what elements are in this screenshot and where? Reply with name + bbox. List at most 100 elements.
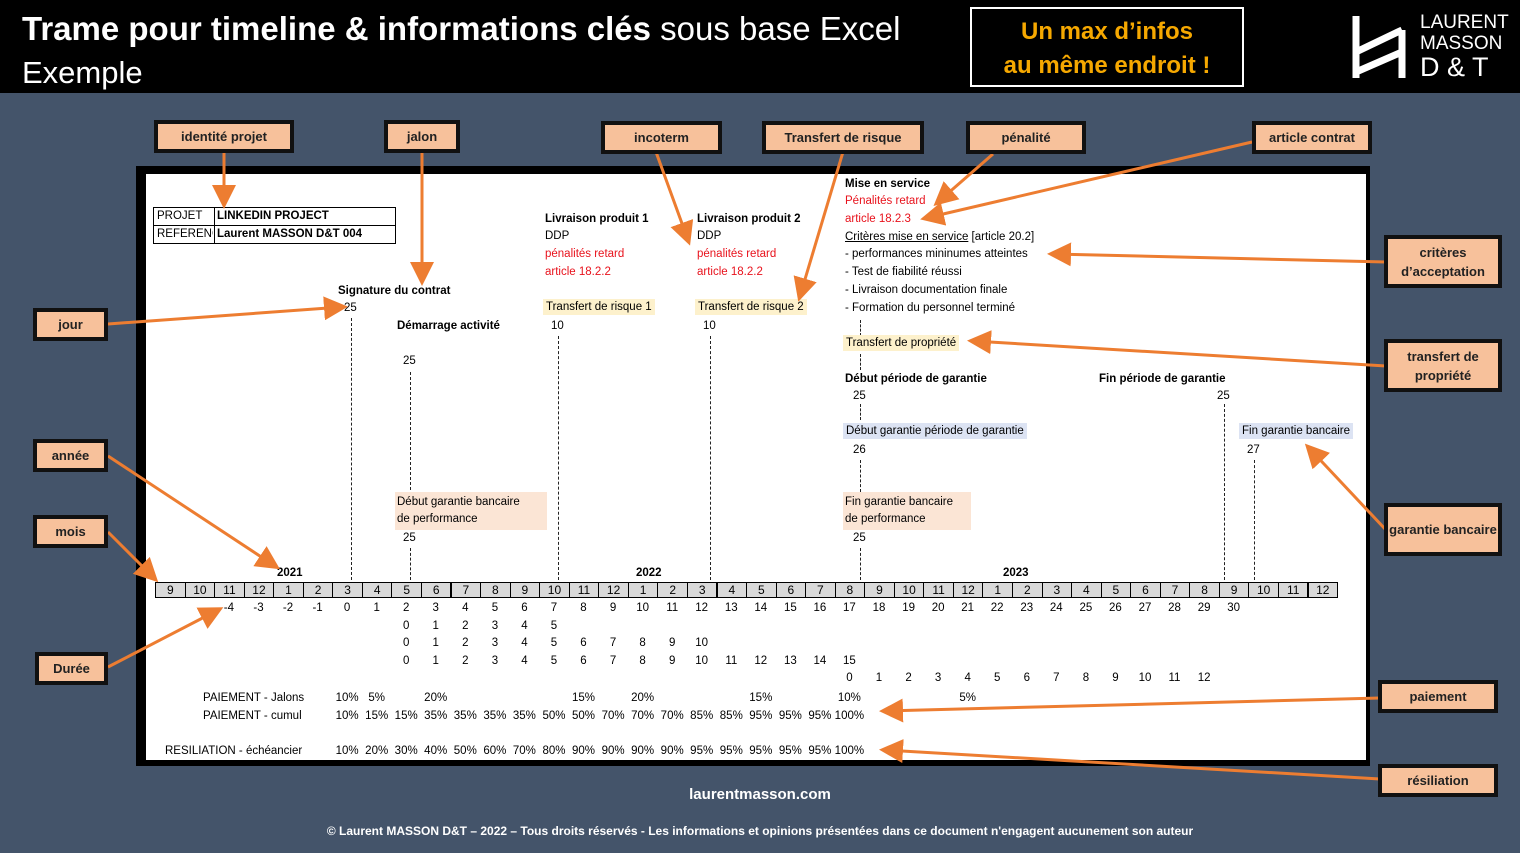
excel-sheet-frame — [136, 166, 1370, 766]
guide-line-mes-2 — [860, 354, 861, 370]
month-cell: 8 — [480, 582, 511, 598]
duration-cell: 0 — [402, 620, 410, 632]
event-livraison1-penalty: pénalités retard — [545, 248, 625, 260]
reference-label: REFERENCE — [157, 228, 213, 240]
duration-cell: 4 — [521, 637, 528, 649]
duration-cell: 21 — [961, 602, 975, 614]
paiement-jalon-cell: 10% — [335, 692, 359, 704]
paiement-cumul-cell: 70% — [660, 710, 684, 722]
paiement-jalon-cell: 5% — [368, 692, 385, 704]
paiement-cumul-cell: 35% — [424, 710, 448, 722]
duration-cell: 24 — [1049, 602, 1063, 614]
duration-cell: 17 — [842, 602, 856, 614]
duration-cell: 6 — [580, 637, 587, 649]
month-cell: 9 — [1218, 582, 1250, 598]
event-livraison1-title: Livraison produit 1 — [545, 213, 649, 225]
duration-cell: 29 — [1197, 602, 1211, 614]
event-livraison1-risk: Transfert de risque 1 — [543, 299, 655, 315]
guide-line-mes-3 — [860, 404, 861, 420]
resiliation-cell: 95% — [749, 745, 773, 757]
event-mes-criterion: - Formation du personnel terminé — [845, 302, 1016, 314]
callout-identite-projet: identité projet — [154, 120, 294, 153]
month-cell: 11 — [1277, 582, 1309, 598]
duration-cell: 8 — [1082, 672, 1090, 684]
duration-cell: 9 — [668, 655, 676, 667]
event-mes-criterion: - performances mininumes atteintes — [845, 248, 1028, 260]
duration-cell: 15 — [842, 655, 856, 667]
duration-cell: 6 — [1023, 672, 1030, 684]
callout-article-contrat: article contrat — [1252, 121, 1372, 154]
callout-annee: année — [33, 439, 108, 472]
guide-line-livraison1 — [558, 336, 559, 580]
project-identity-table: PROJET LINKEDIN PROJECT REFERENCE Lauren… — [153, 207, 396, 244]
paiement-cumul-cell: 15% — [365, 710, 389, 722]
project-value: LINKEDIN PROJECT — [217, 210, 329, 222]
paiement-cumul-cell: 10% — [335, 710, 359, 722]
paiement-jalon-cell: 15% — [571, 692, 595, 704]
duration-cell: 9 — [609, 602, 617, 614]
guide-line-mes-4 — [860, 460, 861, 492]
row-label-paiement-jalons: PAIEMENT - Jalons — [203, 692, 305, 704]
duration-cell: 0 — [846, 672, 853, 684]
resiliation-cell: 20% — [365, 745, 389, 757]
event-mes-criterion: - Livraison documentation finale — [845, 284, 1008, 296]
callout-transfert-propriete: transfert de propriété — [1384, 339, 1502, 392]
month-cell: 10 — [893, 582, 925, 598]
month-cell: 4 — [716, 582, 748, 598]
event-fin-bancaire: Fin garantie bancaire — [1239, 423, 1354, 439]
callout-mois: mois — [33, 515, 108, 548]
project-label: PROJET — [157, 210, 203, 222]
event-signature-day: 25 — [344, 302, 357, 314]
event-livraison2-incoterm: DDP — [697, 230, 722, 242]
event-livraison2-title: Livraison produit 2 — [697, 213, 801, 225]
duration-cell: 22 — [990, 602, 1004, 614]
duration-cell: 5 — [550, 655, 558, 667]
resiliation-cell: 95% — [690, 745, 714, 757]
month-cell: 3 — [686, 582, 718, 598]
footer-url: laurentmasson.com — [689, 786, 831, 803]
event-livraison2-day: 10 — [703, 320, 716, 332]
row-label-resiliation: RESILIATION - échéancier — [165, 745, 303, 757]
resiliation-cell: 30% — [394, 745, 418, 757]
event-fin-garantie-perf-day: 25 — [853, 532, 866, 544]
month-cell: 2 — [657, 582, 688, 598]
duration-cell: 12 — [1197, 672, 1211, 684]
month-cell: 10 — [539, 582, 570, 598]
resiliation-cell: 70% — [512, 745, 536, 757]
event-fin-bancaire-day: 27 — [1247, 444, 1260, 456]
callout-transfert-risque: Transfert de risque — [762, 121, 924, 154]
paiement-cumul-cell: 35% — [512, 710, 536, 722]
month-cell: 4 — [361, 582, 393, 598]
duration-cell: 1 — [432, 637, 439, 649]
page-subtitle: Exemple — [22, 55, 143, 90]
row-label-paiement-cumul: PAIEMENT - cumul — [203, 710, 302, 722]
duration-cell: 9 — [1112, 672, 1119, 684]
logo-text-line2: MASSON — [1420, 33, 1503, 54]
duration-cell: 10 — [1138, 672, 1152, 684]
duration-cell: -1 — [312, 602, 323, 614]
resiliation-cell: 100% — [834, 745, 865, 757]
month-cell: 6 — [1130, 582, 1161, 598]
project-table-divider — [214, 208, 215, 244]
resiliation-cell: 95% — [719, 745, 743, 757]
duration-cell: 10 — [695, 655, 709, 667]
event-signature-title: Signature du contrat — [338, 285, 451, 297]
paiement-cumul-cell: 50% — [542, 710, 566, 722]
duration-cell: 6 — [521, 602, 528, 614]
duration-cell: 1 — [875, 672, 883, 684]
guide-line-demarrage — [410, 372, 411, 490]
resiliation-cell: 50% — [453, 745, 477, 757]
logo-text-line1: LAURENT — [1420, 12, 1509, 33]
guide-line-livraison2 — [710, 336, 711, 580]
callout-paiement: paiement — [1378, 680, 1498, 713]
duration-cell: 12 — [695, 602, 709, 614]
month-cell: 7 — [1159, 582, 1191, 598]
year-label: 2022 — [636, 567, 662, 579]
duration-cell: 11 — [1168, 672, 1181, 684]
month-cell: 3 — [332, 582, 363, 598]
month-cell: 1 — [982, 582, 1013, 598]
month-cell: 9 — [864, 582, 895, 598]
resiliation-cell: 80% — [542, 745, 566, 757]
duration-cell: 7 — [550, 602, 558, 614]
month-cell: 12 — [598, 582, 629, 598]
